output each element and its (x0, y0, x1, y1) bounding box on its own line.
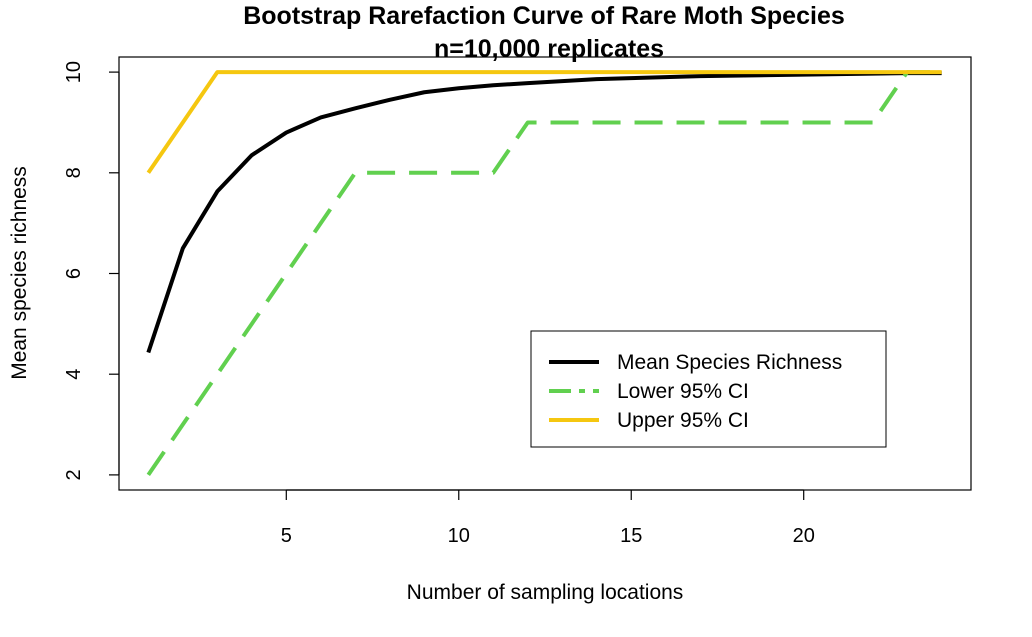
x-tick-label-0: 5 (281, 525, 292, 547)
y-tick-label-2: 6 (63, 268, 85, 279)
series-line-1 (146, 70, 942, 477)
legend-label-0: Mean Species Richness (617, 351, 842, 374)
series-line-2 (146, 70, 942, 174)
legend-box (530, 330, 887, 448)
x-tick-label-1: 10 (448, 525, 470, 547)
y-tick-label-3: 8 (63, 167, 85, 178)
y-axis: 2 4 6 8 10 (63, 61, 120, 480)
legend: Mean Species Richness Lower 95% CI Upper 9… (530, 330, 887, 448)
legend-label-2: Upper 95% CI (617, 409, 749, 432)
y-tick-label-4: 10 (63, 61, 85, 83)
chart-subtitle: n=10,000 replicates (434, 35, 664, 63)
x-axis-label: Number of sampling locations (407, 581, 684, 604)
y-tick-label-0: 2 (63, 469, 85, 480)
x-axis: 5 10 15 20 (281, 489, 815, 547)
chart-title: Bootstrap Rarefaction Curve of Rare Moth… (243, 2, 845, 30)
legend-label-1: Lower 95% CI (617, 380, 749, 403)
series-layer (146, 70, 942, 477)
series-line-0 (146, 71, 942, 354)
x-tick-label-3: 20 (793, 525, 815, 547)
y-tick-label-1: 4 (63, 369, 85, 380)
x-tick-label-2: 15 (620, 525, 642, 547)
y-axis-label: Mean species richness (8, 166, 31, 380)
